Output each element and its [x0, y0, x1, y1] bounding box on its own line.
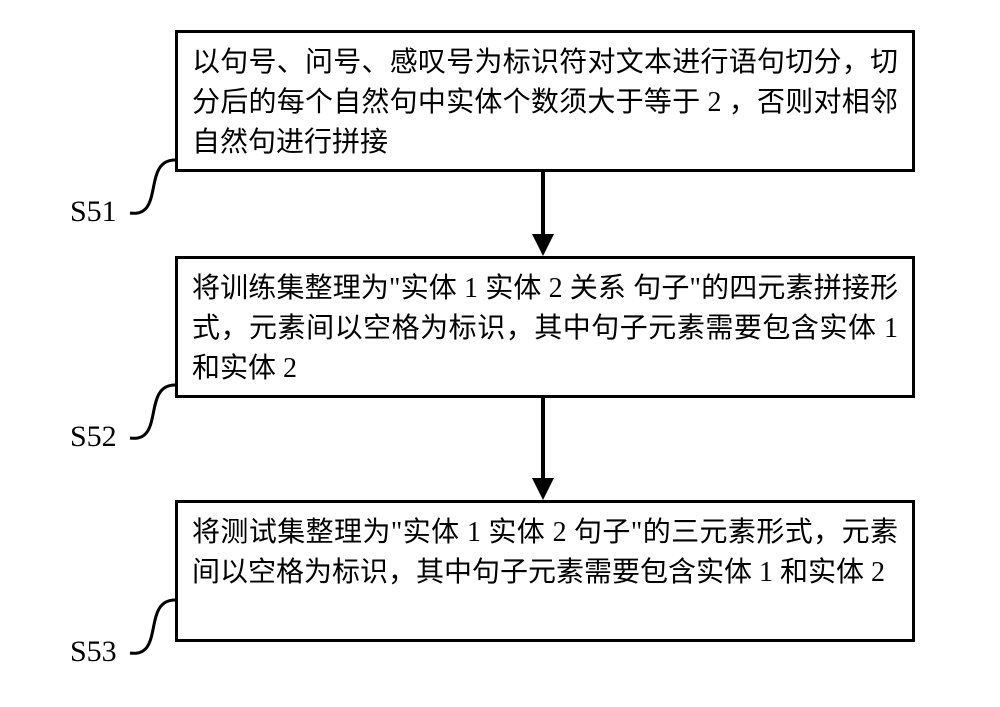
brace-path — [130, 160, 175, 213]
flow-step-s53-brace — [126, 596, 179, 662]
flow-step-s51-brace — [126, 156, 179, 222]
flow-step-s51-label: S51 — [70, 195, 117, 229]
flow-step-s52-label: S52 — [70, 420, 117, 454]
arrow-s51-s52-line — [541, 172, 545, 234]
arrow-s52-s53-head — [532, 478, 554, 500]
arrow-s51-s52-head — [532, 234, 554, 256]
flow-step-s51-text: 以句号、问号、感叹号为标识符对文本进行语句切分，切分后的每个自然句中实体个数须大… — [192, 47, 898, 158]
flow-step-s52: 将训练集整理为"实体 1 实体 2 关系 句子"的四元素拼接形式，元素间以空格为… — [175, 256, 915, 398]
flow-step-s51: 以句号、问号、感叹号为标识符对文本进行语句切分，切分后的每个自然句中实体个数须大… — [175, 30, 915, 172]
brace-path — [130, 385, 175, 438]
arrow-s52-s53-line — [541, 398, 545, 478]
brace-path — [130, 600, 175, 653]
flow-step-s53-text: 将测试集整理为"实体 1 实体 2 句子"的三元素形式，元素间以空格为标识，其中… — [192, 517, 898, 588]
flow-step-s53-label: S53 — [70, 635, 117, 669]
flow-step-s53: 将测试集整理为"实体 1 实体 2 句子"的三元素形式，元素间以空格为标识，其中… — [175, 500, 915, 642]
flow-step-s52-text: 将训练集整理为"实体 1 实体 2 关系 句子"的四元素拼接形式，元素间以空格为… — [192, 273, 898, 384]
flow-step-s52-brace — [126, 381, 179, 447]
